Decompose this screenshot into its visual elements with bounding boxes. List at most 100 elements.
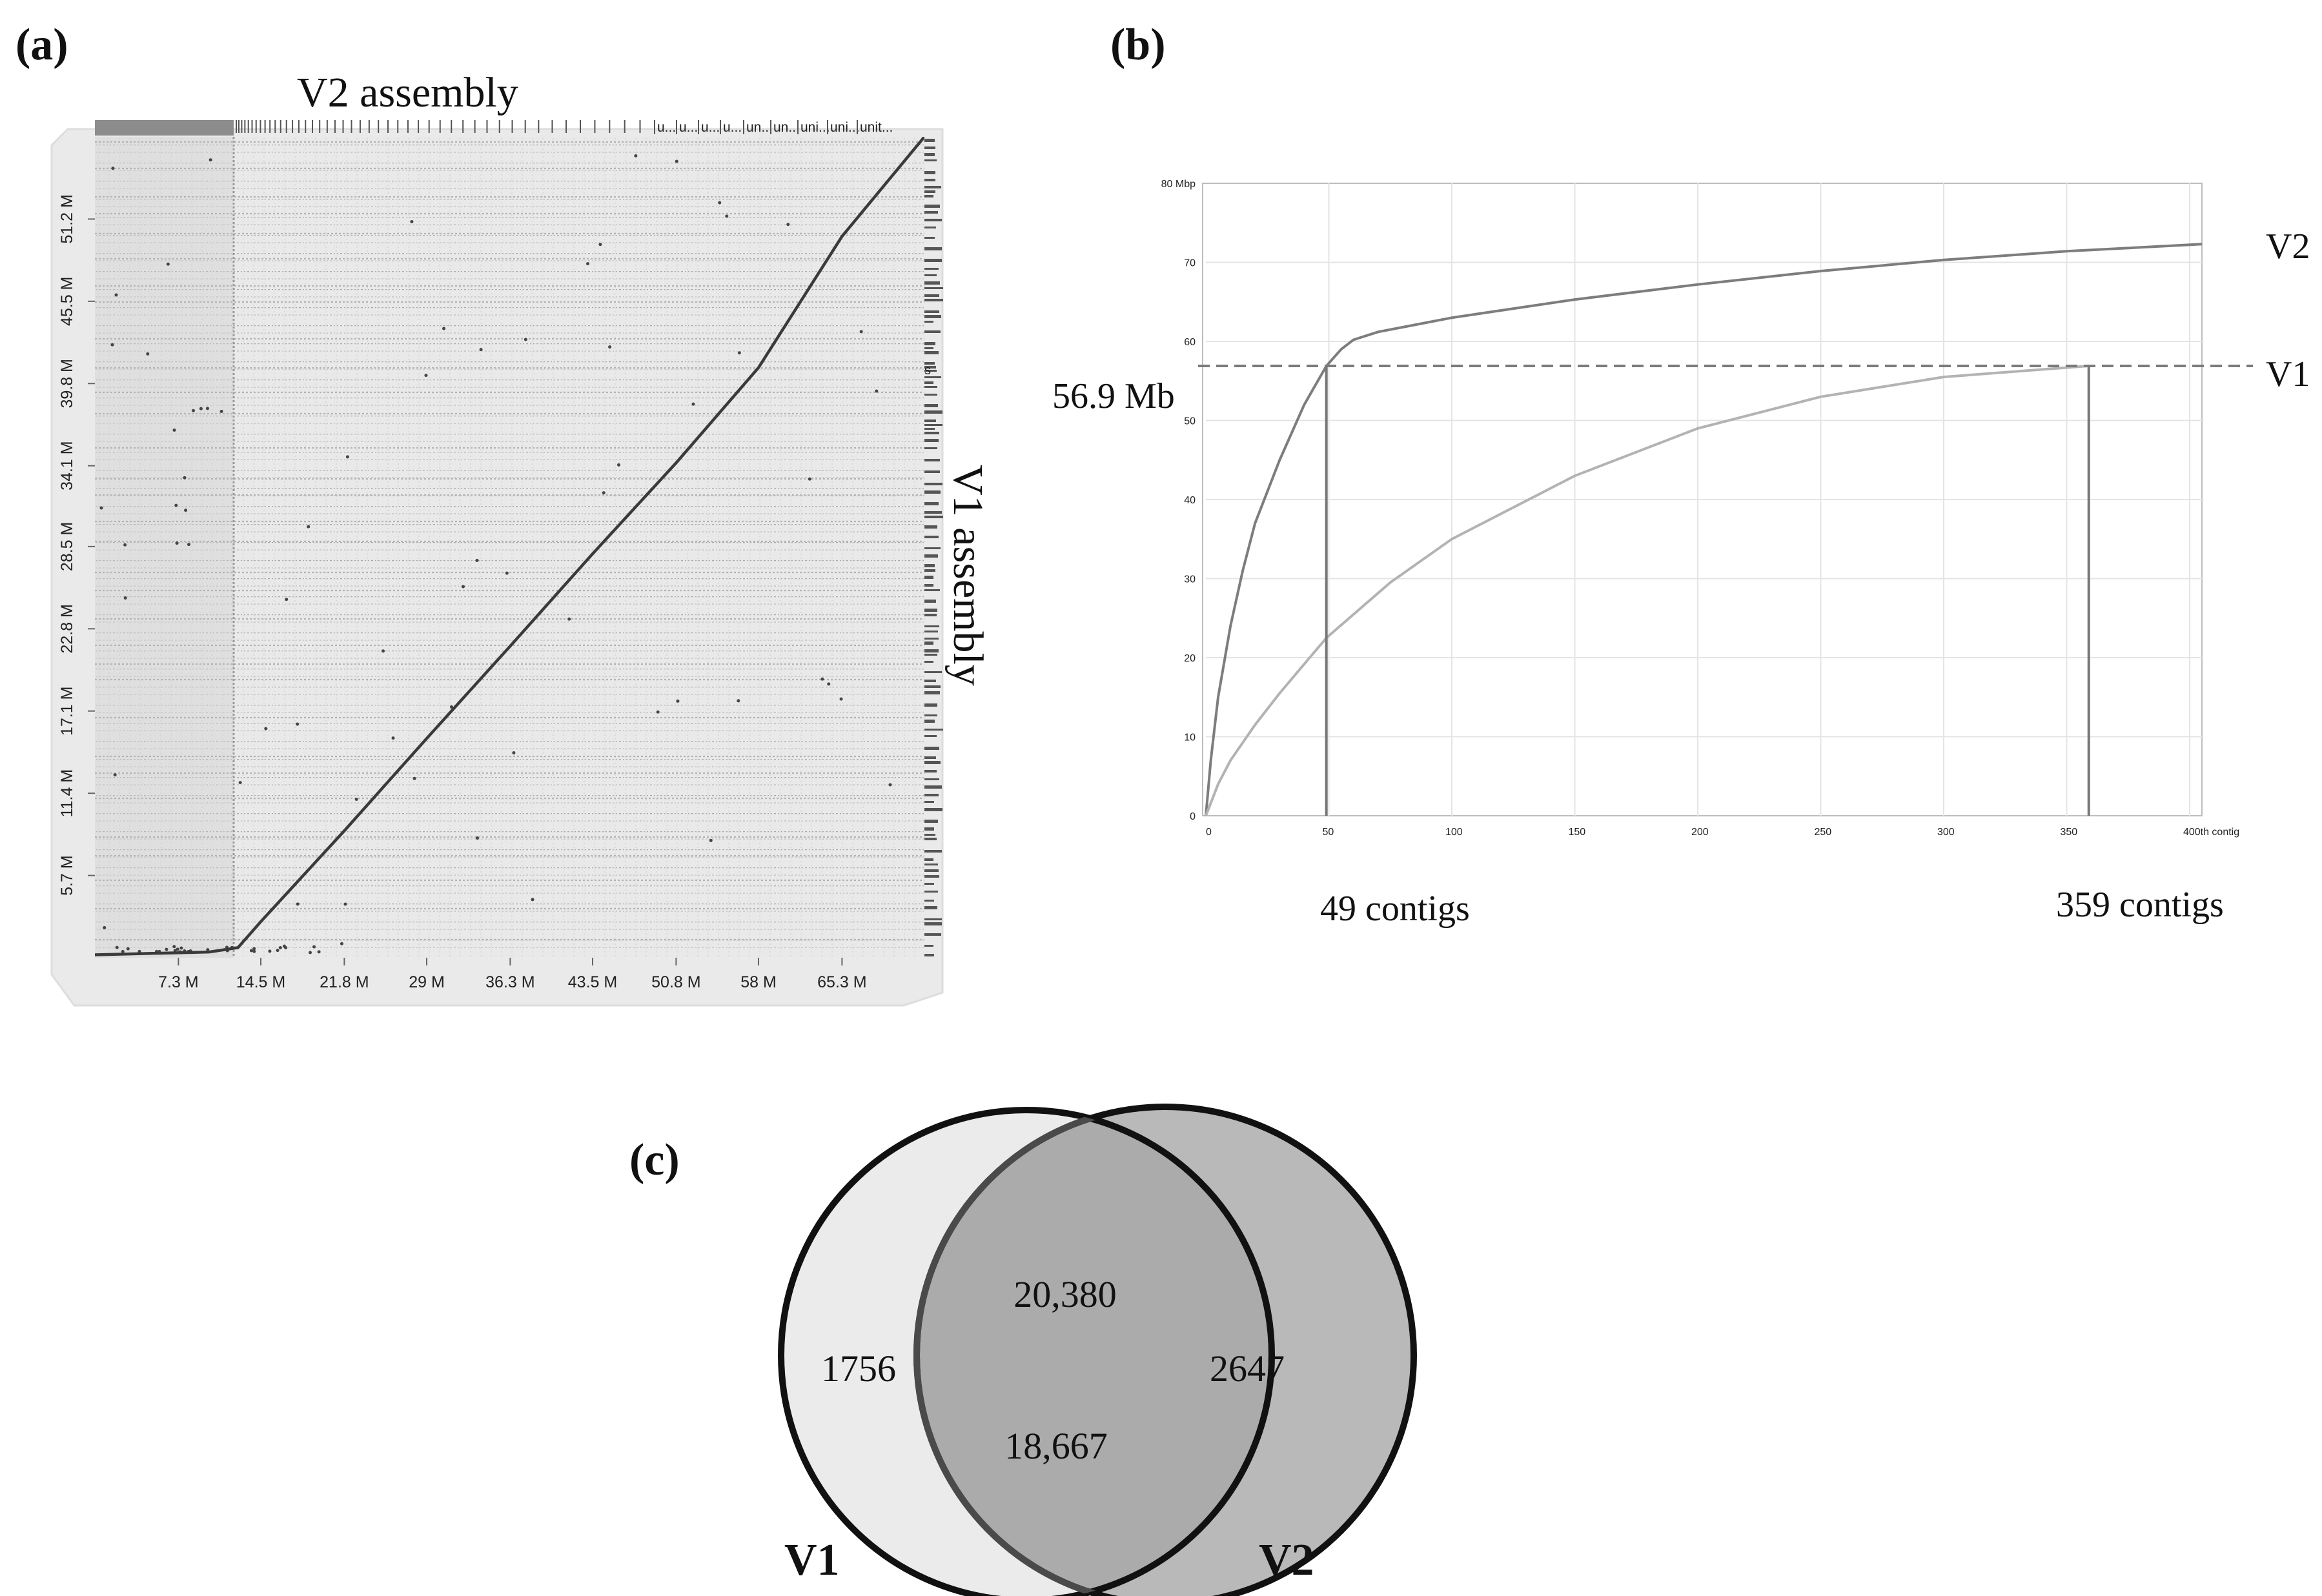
dot-point: [888, 783, 892, 787]
chart-gridlines: [1206, 183, 2202, 816]
panel-a-x-title: V2 assembly: [297, 69, 518, 116]
x-tick-label: 100: [1445, 827, 1463, 838]
side-scaffold-tick: [924, 370, 937, 372]
side-scaffold-tick: [924, 171, 935, 174]
dot-point: [296, 722, 300, 726]
side-scaffold-tick: [924, 918, 942, 920]
side-scaffold-tick: [924, 227, 936, 228]
dot-point: [206, 948, 210, 952]
side-scaffold-tick: [924, 685, 941, 688]
y-tick-label: 20: [1184, 653, 1196, 664]
dotplot-x-axis: 7.3 M 14.5 M 21.8 M 29 M 36.3 M 43.5 M 50.8 M 5…: [158, 958, 867, 991]
top-scaffold-label: uni...: [800, 120, 830, 135]
y-tick-label: 51.2 M: [58, 194, 76, 243]
annotation-56-9-mb: 56.9 Mb: [1052, 376, 1175, 416]
x-tick-label: 350: [2060, 827, 2077, 838]
dot-point: [675, 159, 678, 163]
dot-point: [166, 262, 170, 266]
dot-point: [875, 389, 879, 393]
dot-point: [99, 506, 103, 510]
venn-v1-only-count: 1756: [821, 1348, 896, 1389]
side-scaffold-tick: [924, 490, 941, 494]
side-scaffold-tick: [924, 564, 935, 567]
dot-point: [345, 455, 349, 459]
side-scaffold-tick: [924, 883, 934, 885]
dot-point: [827, 682, 831, 686]
side-scaffold-tick: [924, 502, 939, 505]
y-tick-label: 45.5 M: [58, 277, 76, 326]
side-scaffold-tick: [924, 237, 935, 239]
side-scaffold-tick: [924, 366, 936, 369]
dot-point: [111, 167, 115, 170]
side-scaffold-tick: [924, 294, 939, 297]
dotplot-y-axis: 5.7 M 11.4 M 17.1 M 22.8 M 28.5 M 34.1 M 39.8 …: [58, 194, 95, 896]
dot-point: [391, 736, 395, 740]
dot-point: [113, 773, 117, 777]
top-scaffold-label: u...: [723, 120, 742, 135]
dot-point: [820, 677, 824, 681]
side-scaffold-tick: [924, 720, 935, 723]
side-scaffold-tick: [924, 268, 939, 270]
x-tick-label: 43.5 M: [568, 973, 617, 991]
side-scaffold-tick: [924, 614, 937, 616]
dot-point: [284, 946, 288, 950]
side-scaffold-tick: [924, 649, 939, 652]
dotplot-frame: [50, 128, 944, 1007]
side-scaffold-tick: [924, 820, 938, 823]
dot-point: [505, 571, 509, 575]
side-scaffold-tick: [924, 785, 942, 789]
side-scaffold-tick: [924, 631, 938, 632]
side-scaffold-tick: [924, 146, 935, 149]
side-scaffold-tick: [924, 470, 940, 473]
side-scaffold-tick: [924, 190, 935, 193]
dotplot-alignment-diagonal: [95, 137, 924, 956]
side-scaffold-tick: [924, 394, 937, 396]
side-scaffold-tick: [924, 139, 935, 142]
side-scaffold-tick: [924, 654, 937, 656]
dot-point: [285, 598, 289, 601]
side-scaffold-tick: [924, 432, 939, 434]
x-tick-label: 65.3 M: [817, 973, 866, 991]
x-tick-label: 0: [1206, 827, 1212, 838]
dot-point: [608, 345, 612, 349]
dot-point: [209, 158, 212, 162]
side-scaffold-tick: [924, 625, 939, 627]
side-scaffold-tick: [924, 641, 933, 645]
series-label-v2: V2: [2266, 227, 2310, 267]
side-scaffold-tick: [924, 569, 935, 572]
side-scaffold-tick: [924, 179, 935, 181]
side-scaffold-tick: [924, 554, 938, 558]
side-scaffold-tick: [924, 424, 942, 426]
y-tick-label: 39.8 M: [58, 359, 76, 408]
dot-point: [172, 945, 176, 949]
side-scaffold-tick: [924, 428, 935, 430]
x-tick-label: 50: [1322, 827, 1334, 838]
x-tick-label: 200: [1691, 827, 1709, 838]
dot-point: [586, 262, 589, 266]
side-scaffold-tick: [924, 714, 937, 716]
dot-point: [524, 338, 527, 341]
dot-point: [205, 407, 209, 410]
side-scaffold-tick: [924, 729, 943, 731]
x-tick-label: 29 M: [409, 973, 445, 991]
dot-point: [165, 947, 168, 951]
x-tick-label: 250: [1814, 827, 1831, 838]
dot-point: [567, 617, 571, 621]
side-scaffold-tick: [924, 281, 940, 285]
side-scaffold-tick: [924, 439, 939, 442]
y-tick-label: 11.4 M: [58, 769, 76, 818]
dot-point: [617, 463, 621, 467]
venn-label-v1: V1: [784, 1535, 840, 1585]
side-scaffold-tick: [924, 547, 941, 549]
dot-point: [183, 476, 187, 480]
y-tick-label: 70: [1184, 258, 1196, 269]
dot-point: [179, 946, 183, 950]
top-scaffold-label: un...: [773, 120, 800, 135]
dotplot-scaffold-bands: [95, 141, 924, 941]
top-scaffold-label: u...: [701, 120, 720, 135]
side-scaffold-tick: [924, 342, 935, 345]
side-scaffold-tick: [924, 321, 933, 323]
dot-point: [219, 409, 223, 413]
side-scaffold-tick: [924, 511, 942, 514]
venn-label-v2: V2: [1259, 1535, 1314, 1585]
